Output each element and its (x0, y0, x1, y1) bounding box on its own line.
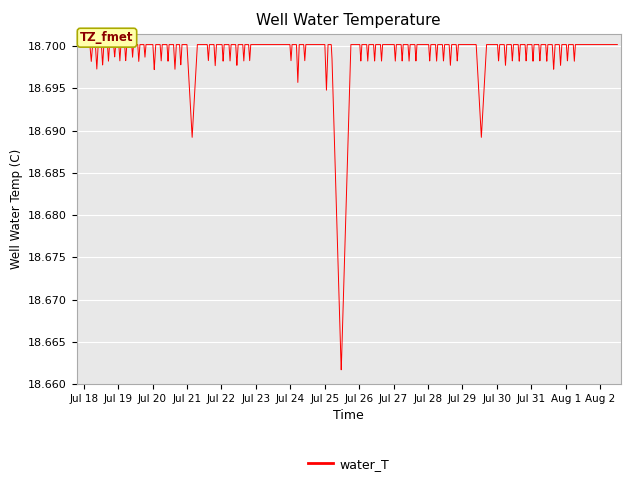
water_T (80, 42, 88, 48)
Legend: water_T: water_T (303, 453, 394, 476)
water_T (478, 123, 486, 129)
water_T (284, 42, 291, 48)
water_T (427, 42, 435, 48)
water_T (400, 42, 408, 48)
Title: Well Water Temperature: Well Water Temperature (257, 13, 441, 28)
Text: TZ_fmet: TZ_fmet (80, 31, 134, 44)
water_T (518, 42, 526, 48)
water_T (614, 42, 621, 48)
X-axis label: Time: Time (333, 409, 364, 422)
Y-axis label: Well Water Temp (C): Well Water Temp (C) (10, 149, 22, 269)
Line: water_T: water_T (84, 45, 618, 370)
water_T (177, 60, 184, 66)
water_T (337, 367, 345, 372)
